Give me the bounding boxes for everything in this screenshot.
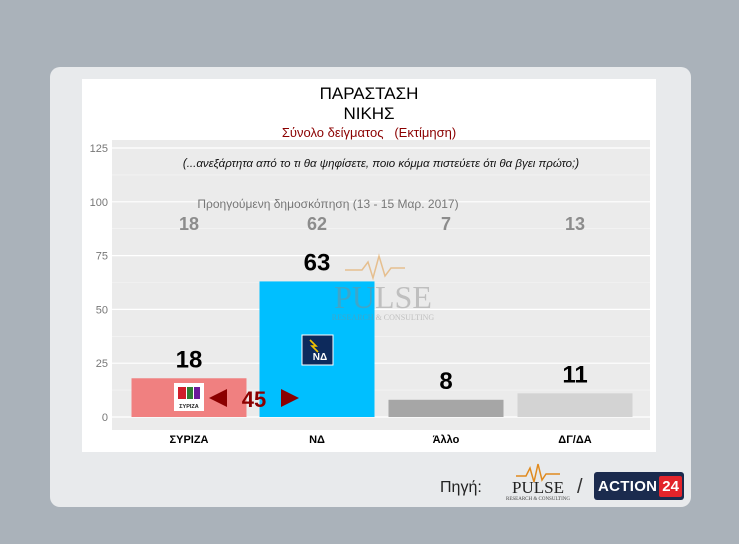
syriza-logo-text: ΣΥΡΙΖΑ xyxy=(179,404,199,410)
svg-text:RESEARCH & CONSULTING: RESEARCH & CONSULTING xyxy=(506,497,570,502)
bar-value-label: 8 xyxy=(439,368,452,395)
syriza-logo-red-block xyxy=(178,387,186,399)
chart-title-line2: ΝΙΚΗΣ xyxy=(343,104,395,123)
watermark-brand: PULSE xyxy=(334,279,432,315)
previous-value-label: 62 xyxy=(307,214,327,234)
source-label: Πηγή: xyxy=(440,479,482,496)
nd-logo-text: ΝΔ xyxy=(313,352,327,363)
y-tick-label: 0 xyxy=(102,412,108,424)
y-tick-label: 125 xyxy=(90,143,108,155)
gap-left-arrow-icon xyxy=(209,389,227,407)
x-tick-label: ΝΔ xyxy=(309,434,325,446)
gap-right-arrow-icon xyxy=(281,389,299,407)
bar-value-label: 63 xyxy=(304,249,331,276)
syriza-logo-green-block xyxy=(187,387,193,399)
previous-value-label: 7 xyxy=(441,214,451,234)
x-tick-label: ΔΓ/ΔΑ xyxy=(558,434,591,446)
gap-value-label: 45 xyxy=(242,387,266,412)
previous-value-label: 18 xyxy=(179,214,199,234)
chart-subtitle: Σύνολο δείγματος (Εκτίμηση) xyxy=(281,125,457,140)
syriza-logo-purple-block xyxy=(194,387,200,399)
nd-logo-flame-icon xyxy=(309,339,319,353)
bar xyxy=(517,393,633,417)
watermark-pulse-line xyxy=(345,253,405,281)
action24-logo-number: 24 xyxy=(659,475,682,497)
y-tick-label: 100 xyxy=(90,197,108,209)
bar-value-label: 11 xyxy=(562,361,587,388)
previous-poll-label: Προηγούμενη δημοσκόπηση (13 - 15 Μαρ. 20… xyxy=(197,197,458,211)
action24-logo: ACTION 24 xyxy=(594,472,684,500)
survey-question: (...ανεξάρτητα από το τι θα ψηφίσετε, πο… xyxy=(183,158,579,170)
pulse-logo: PULSE RESEARCH & CONSULTING xyxy=(506,463,570,502)
previous-value-label: 13 xyxy=(565,214,585,234)
bar xyxy=(388,399,504,417)
svg-text:PULSE: PULSE xyxy=(512,478,564,497)
nd-logo-icon xyxy=(301,334,334,366)
y-tick-label: 75 xyxy=(96,251,108,263)
watermark-tagline: RESEARCH & CONSULTING xyxy=(332,313,435,322)
y-tick-label: 25 xyxy=(96,358,108,370)
bar-value-label: 18 xyxy=(176,346,203,373)
action24-logo-text: ACTION xyxy=(598,477,658,495)
chart-title-line1: ΠΑΡΑΣΤΑΣΗ xyxy=(319,84,419,103)
logo-separator: / xyxy=(577,476,583,498)
y-tick-label: 50 xyxy=(96,304,108,316)
x-tick-label: ΣΥΡΙΖΑ xyxy=(170,434,209,446)
x-tick-label: Άλλο xyxy=(433,434,460,446)
